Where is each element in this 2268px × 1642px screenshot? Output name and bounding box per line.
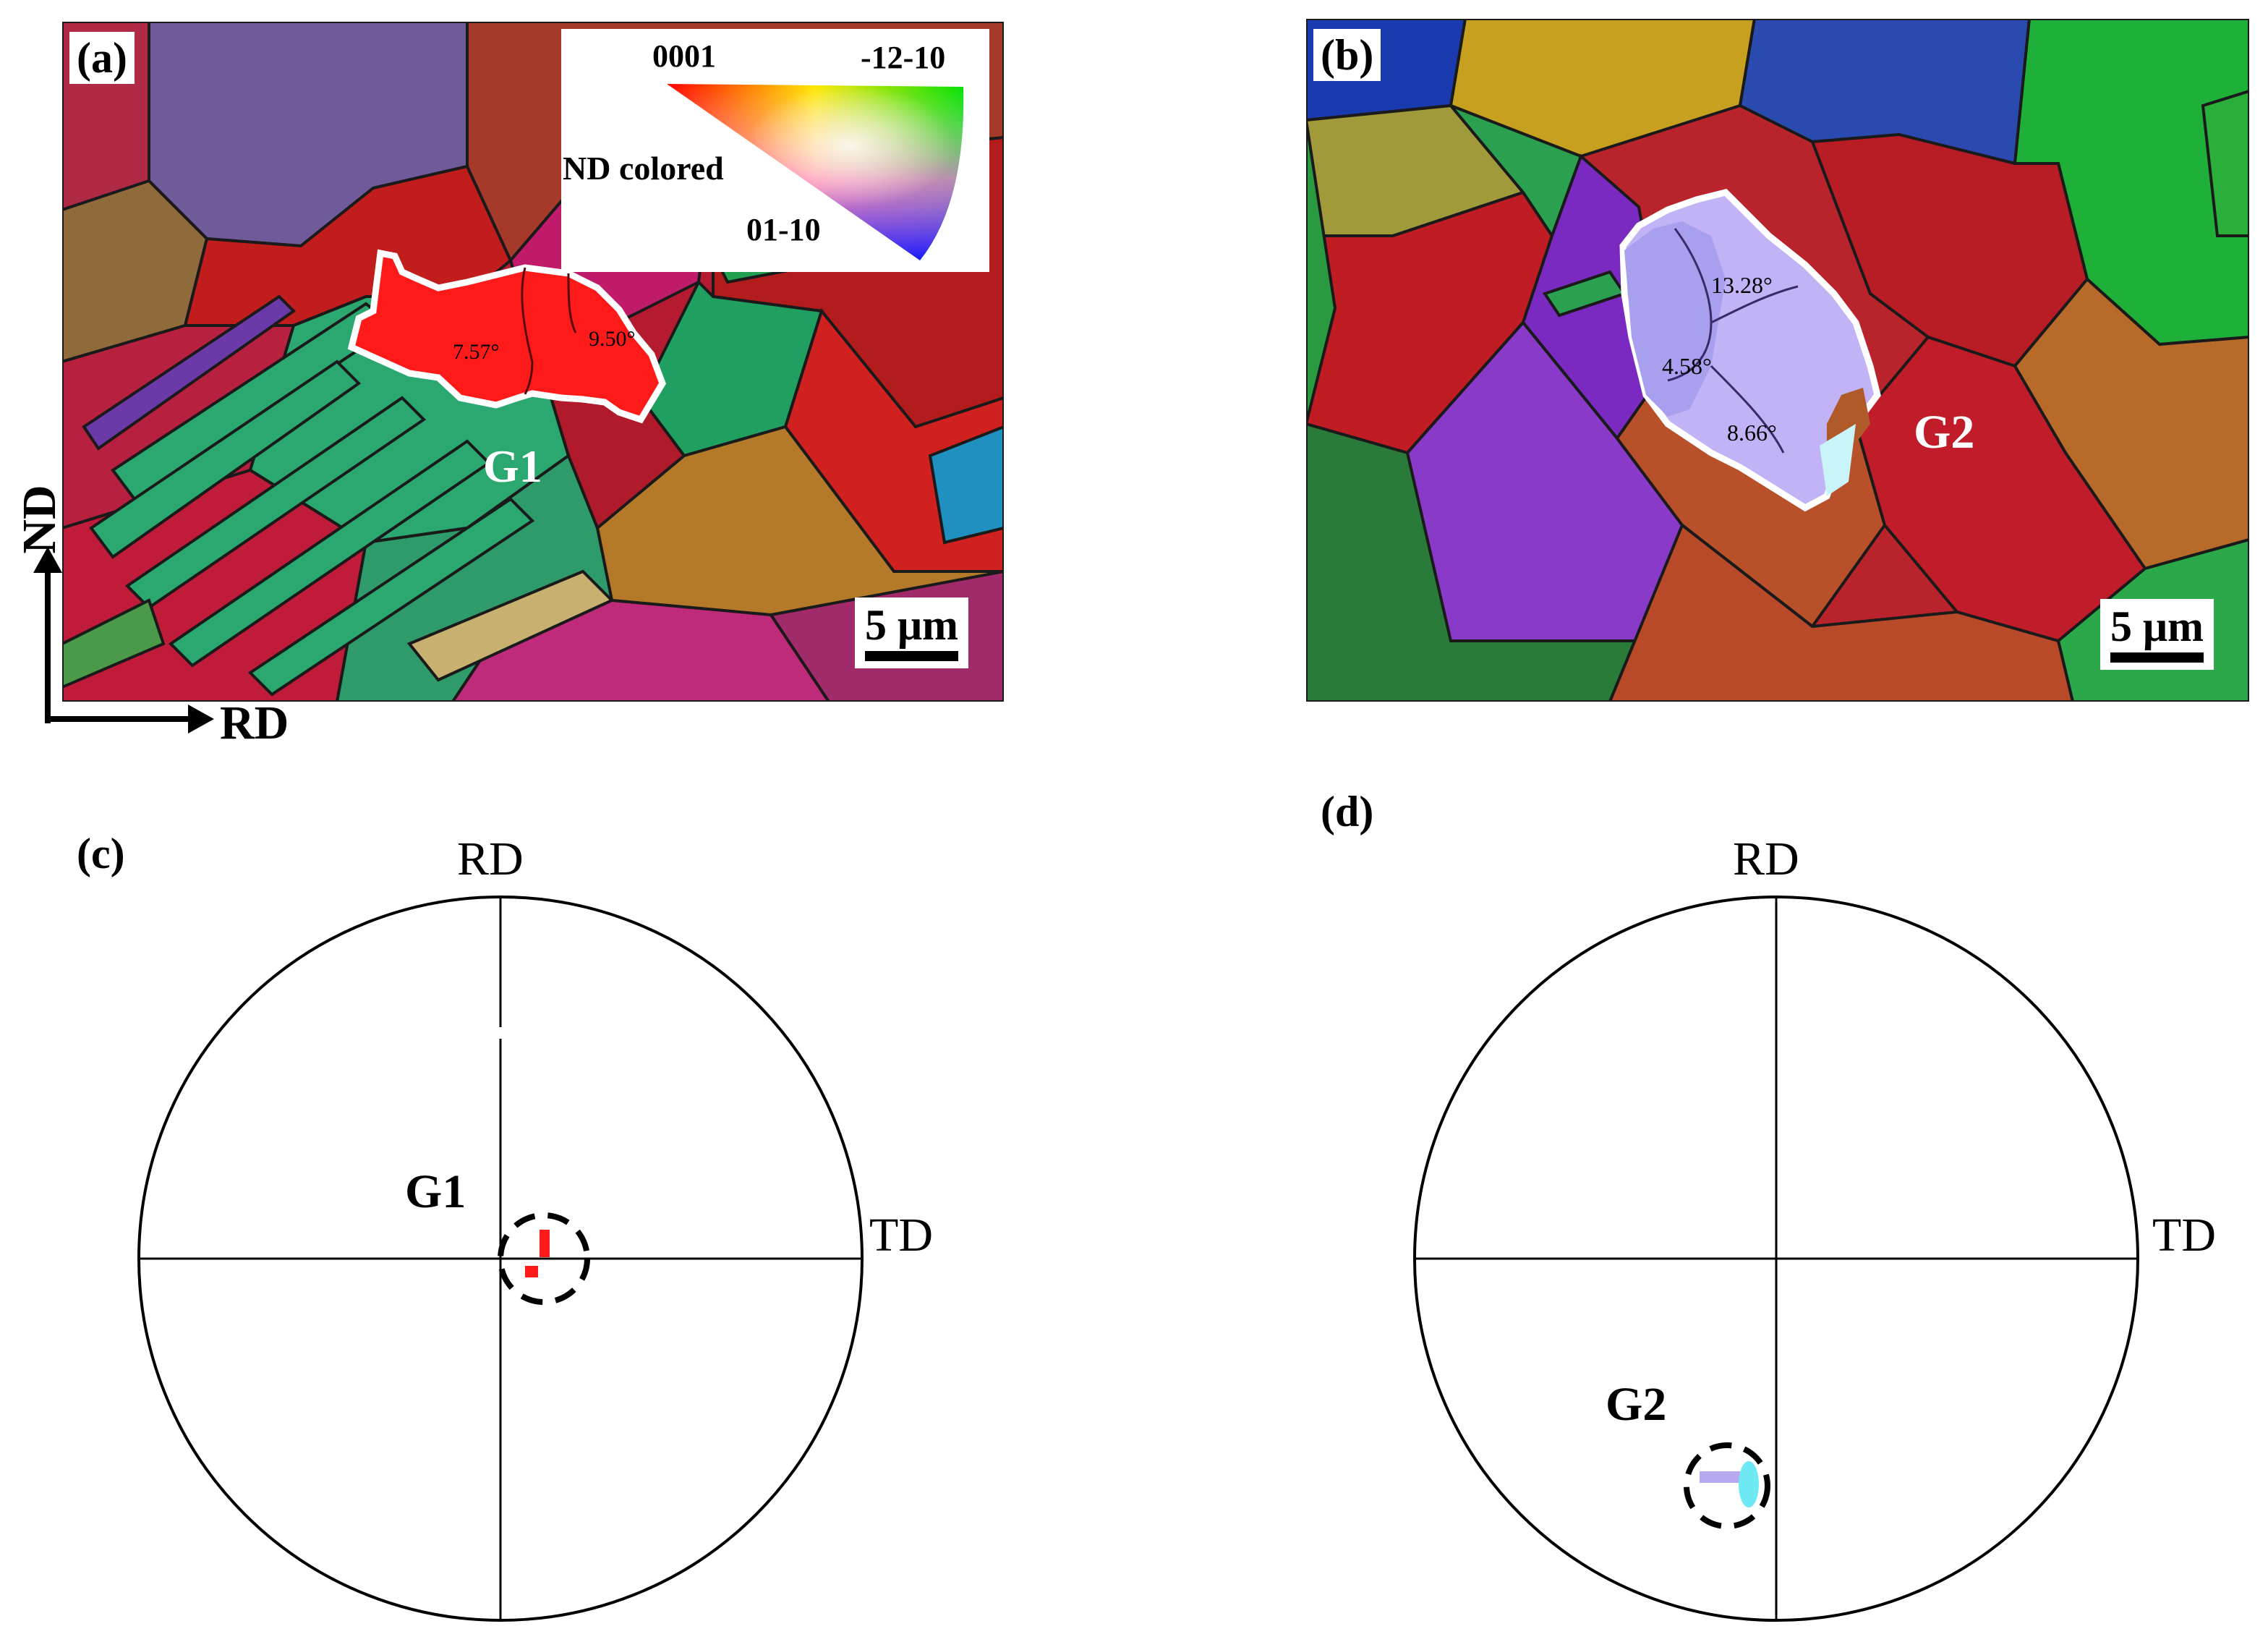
scale-bar-line: [865, 651, 958, 661]
panel-label-d: (d): [1321, 788, 1374, 835]
scale-bar-b: 5 μm: [2100, 599, 2214, 670]
pole-grain-label-g2: G2: [1606, 1378, 1667, 1431]
grain-label-g1: G1: [483, 441, 542, 492]
scale-bar-text: 5 μm: [865, 601, 958, 649]
pole-figure-d: [1413, 896, 2139, 1622]
sample-axes: [33, 547, 214, 733]
pole-axis-rd: RD: [457, 833, 524, 885]
pole-axis-td: TD: [2152, 1209, 2216, 1262]
misorientation-label: 8.66°: [1727, 420, 1777, 446]
legend-title: ND colored: [563, 150, 724, 187]
grain-label-g2: G2: [1914, 406, 1975, 459]
ebsd-map-a: 7.57° 9.50° G1: [62, 22, 1004, 702]
pole-grain-label-g1: G1: [405, 1165, 466, 1218]
grain-g1-outline: [347, 249, 666, 424]
legend-corner-0001: 0001: [652, 38, 716, 74]
ipf-triangle: [667, 84, 964, 260]
misorientation-label: 7.57°: [453, 340, 500, 364]
panel-label-a: (a): [69, 32, 135, 84]
misorientation-label: 9.50°: [589, 327, 636, 351]
ipf-color-legend: 0001 -12-10 ND colored 01-10: [561, 29, 989, 272]
scale-bar-a: 5 μm: [855, 597, 968, 668]
scale-bar-text: 5 μm: [2110, 603, 2204, 650]
misorientation-label: 13.28°: [1711, 272, 1773, 298]
legend-corner-12-10: -12-10: [861, 40, 946, 75]
scale-bar-line: [2110, 652, 2204, 663]
axis-label-nd: ND: [13, 485, 66, 554]
pole-axis-td: TD: [869, 1209, 933, 1262]
axis-label-rd: RD: [220, 697, 289, 749]
misorientation-label: 4.58°: [1662, 353, 1712, 379]
grain-g2-outline: [1619, 189, 1881, 512]
panel-label-c: (c): [77, 830, 125, 877]
panel-label-b: (b): [1313, 29, 1381, 81]
pole-figure-c: [137, 896, 864, 1622]
ebsd-map-b: 13.28° 4.58° 8.66° G2 (b) 5 μm: [1306, 19, 2249, 702]
legend-corner-01-10: 01-10: [746, 212, 821, 247]
pole-axis-rd: RD: [1733, 833, 1799, 885]
